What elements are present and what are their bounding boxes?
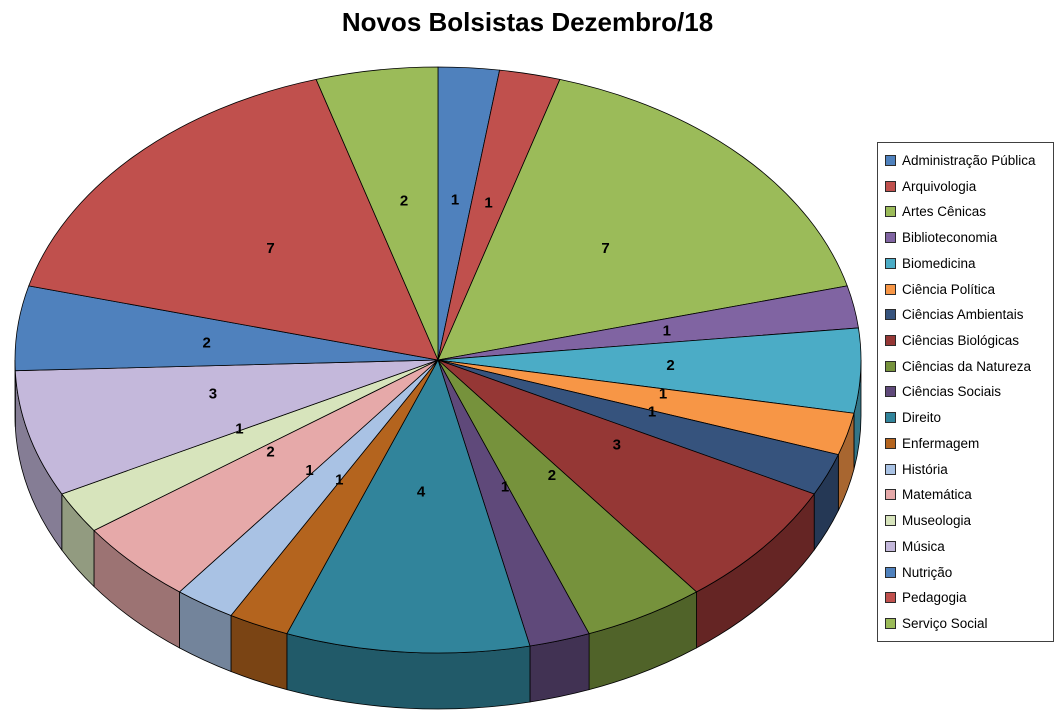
legend-label: Ciências Ambientais xyxy=(902,307,1024,323)
slice-value-label: 1 xyxy=(663,323,671,340)
slice-value-label: 1 xyxy=(501,478,509,495)
legend-item: Nutrição xyxy=(885,560,1051,585)
slice-value-label: 1 xyxy=(451,191,459,208)
legend-item: Ciência Política xyxy=(885,277,1051,302)
legend-item: Pedagogia xyxy=(885,585,1051,610)
legend-swatch xyxy=(885,386,896,398)
legend-label: Ciência Política xyxy=(902,281,996,297)
legend-item: Ciências Biológicas xyxy=(885,328,1051,353)
legend-swatch xyxy=(885,540,896,552)
slice-value-label: 3 xyxy=(613,436,621,453)
slice-value-label: 7 xyxy=(266,240,274,257)
slice-value-label: 4 xyxy=(417,484,426,501)
legend-label: Enfermagem xyxy=(902,435,980,451)
legend-item: Arquivologia xyxy=(885,174,1051,199)
legend-item: Museologia xyxy=(885,508,1051,533)
slice-value-label: 2 xyxy=(400,193,408,210)
legend-item: Matemática xyxy=(885,482,1051,507)
legend-item: Artes Cênicas xyxy=(885,199,1051,224)
slice-value-label: 2 xyxy=(666,357,674,374)
legend-swatch xyxy=(885,437,896,449)
pie-slice xyxy=(437,79,848,361)
slice-value-label: 2 xyxy=(266,444,274,461)
slice-value-label: 1 xyxy=(235,421,243,438)
legend-label: Biomedicina xyxy=(902,255,976,271)
legend-item: Direito xyxy=(885,405,1051,430)
legend-label: Música xyxy=(902,538,945,554)
legend-label: Pedagogia xyxy=(902,590,967,606)
legend-label: História xyxy=(902,461,948,477)
legend-swatch xyxy=(885,592,896,604)
legend-swatch xyxy=(885,232,896,244)
chart-title: Novos Bolsistas Dezembro/18 xyxy=(341,7,714,37)
slice-value-label: 1 xyxy=(305,462,313,479)
pie-slice xyxy=(14,359,439,495)
legend-label: Administração Pública xyxy=(902,153,1036,168)
legend-item: História xyxy=(885,457,1051,482)
legend-item: Biomedicina xyxy=(885,251,1051,276)
slice-value-label: 7 xyxy=(601,240,609,257)
legend-label: Biblioteconomia xyxy=(902,230,998,246)
slice-value-label: 1 xyxy=(659,385,667,402)
legend-swatch xyxy=(885,155,896,166)
legend-item: Administração Pública xyxy=(885,148,1051,173)
slice-value-label: 1 xyxy=(484,195,492,212)
legend-label: Ciências Sociais xyxy=(902,384,1002,400)
legend-swatch xyxy=(885,515,896,527)
slice-value-label: 1 xyxy=(335,471,343,488)
legend-swatch xyxy=(885,309,896,321)
legend: Administração Pública Arquivologia Artes C… xyxy=(877,142,1054,642)
legend-item: Enfermagem xyxy=(885,431,1051,456)
pie-slice xyxy=(437,359,815,593)
legend-swatch xyxy=(885,257,896,269)
legend-swatch xyxy=(885,335,896,347)
slice-value-label: 1 xyxy=(648,404,656,421)
legend-item: Ciências da Natureza xyxy=(885,354,1051,379)
legend-swatch xyxy=(885,566,896,578)
legend-item: Música xyxy=(885,534,1051,559)
legend-label: Museologia xyxy=(902,513,972,529)
legend-label: Direito xyxy=(902,410,942,426)
slice-value-label: 3 xyxy=(209,385,217,402)
slice-value-label: 2 xyxy=(203,334,211,351)
legend-label: Ciências da Natureza xyxy=(902,358,1032,374)
legend-swatch xyxy=(885,206,896,218)
pie-slice xyxy=(286,359,531,654)
pie-slice xyxy=(28,79,439,361)
legend-label: Arquivologia xyxy=(902,178,977,194)
legend-swatch xyxy=(885,489,896,501)
legend-swatch xyxy=(885,283,896,295)
legend-item: Ciências Ambientais xyxy=(885,302,1051,327)
legend-label: Artes Cênicas xyxy=(902,204,987,220)
legend-item: Biblioteconomia xyxy=(885,225,1051,250)
legend-swatch xyxy=(885,617,896,629)
legend-swatch xyxy=(885,412,896,424)
legend-item: Ciências Sociais xyxy=(885,379,1051,404)
legend-label: Nutrição xyxy=(902,564,953,580)
legend-label: Matemática xyxy=(902,487,972,503)
legend-swatch xyxy=(885,360,896,372)
legend-label: Serviço Social xyxy=(902,615,988,631)
legend-label: Ciências Biológicas xyxy=(902,333,1020,349)
slice-value-label: 2 xyxy=(548,467,556,484)
legend-item: Serviço Social xyxy=(885,611,1051,636)
legend-swatch xyxy=(885,463,896,475)
legend-swatch xyxy=(885,180,896,192)
pie-slice xyxy=(315,66,439,361)
